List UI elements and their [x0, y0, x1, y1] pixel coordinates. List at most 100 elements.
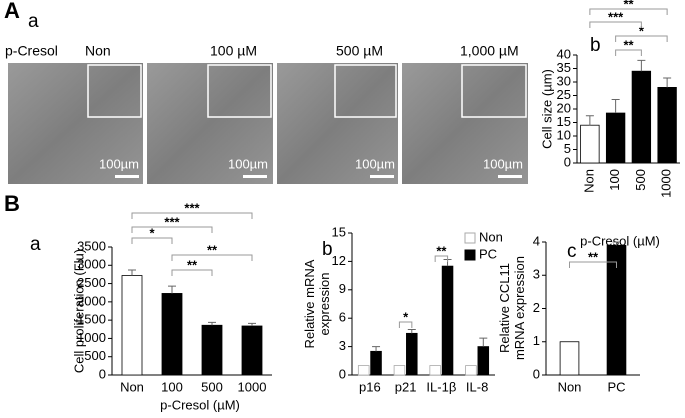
y-tick-label: 15 — [557, 114, 571, 129]
scale-bar — [243, 175, 267, 178]
y-tick-label: 3500 — [77, 238, 106, 253]
x-tick-label: p21 — [395, 379, 417, 394]
significance-label: * — [403, 309, 409, 324]
bar — [393, 365, 406, 376]
x-tick-label: 500 — [201, 379, 223, 394]
y-axis-label: Relative CCL11 — [497, 263, 512, 353]
y-tick-label: 6 — [339, 310, 346, 325]
micrographs — [8, 63, 528, 184]
significance-label: * — [149, 225, 155, 240]
inset — [461, 64, 527, 118]
bar — [605, 112, 626, 164]
x-axis-label: p-Cresol (µM) — [580, 233, 660, 248]
bar — [465, 365, 477, 376]
y-tick-label: 10 — [557, 127, 571, 142]
bar — [121, 275, 143, 376]
image-label: Non — [85, 43, 111, 59]
scale-bar — [370, 175, 394, 178]
x-tick-label: 100 — [161, 379, 183, 394]
x-tick-label: p16 — [359, 379, 381, 394]
y-tick-label: 0 — [533, 366, 540, 381]
panel-label: B — [4, 191, 20, 216]
x-tick-label: Non — [558, 379, 582, 394]
significance-bracket — [131, 226, 213, 233]
error-bar — [208, 321, 216, 326]
panel-label: b — [322, 239, 333, 260]
significance-bracket — [171, 269, 213, 276]
y-tick-label: 5 — [564, 141, 571, 156]
y-tick-label: 3 — [533, 267, 540, 282]
significance-bracket — [398, 321, 413, 328]
image-label: 1,000 µM — [460, 43, 519, 59]
bar — [161, 293, 183, 376]
scale-bar-label: 100µm — [355, 156, 395, 171]
y-tick-label: 0 — [99, 366, 106, 381]
panel-label: c — [567, 241, 577, 262]
y-tick-label: 3 — [339, 338, 346, 353]
significance-bracket — [131, 212, 253, 219]
scale-bar-label: 100µm — [483, 156, 523, 171]
significance-label: ** — [436, 243, 447, 258]
bar — [370, 350, 382, 376]
bar — [241, 325, 263, 376]
bar — [559, 341, 580, 376]
micrograph — [277, 63, 398, 184]
y-tick-label: 2 — [533, 300, 540, 315]
significance-label: ** — [623, 37, 634, 52]
image-label: 500 µM — [336, 43, 383, 59]
x-tick-label: 100 — [607, 169, 622, 191]
error-bar — [637, 59, 646, 72]
legend-swatch — [464, 249, 476, 261]
significance-label: ** — [187, 257, 198, 272]
significance-bracket — [434, 255, 449, 262]
significance-bracket — [589, 8, 668, 15]
significance-label: *** — [164, 214, 180, 229]
bar — [477, 346, 490, 376]
micrograph — [402, 63, 528, 184]
micrograph — [8, 63, 143, 184]
panel-label: b — [590, 35, 601, 56]
y-tick-label: 1500 — [77, 312, 106, 327]
error-bar — [372, 346, 381, 352]
significance-bracket — [589, 21, 642, 28]
significance-bracket — [131, 237, 173, 244]
error-bar — [479, 337, 488, 347]
x-tick-label: PC — [607, 379, 625, 394]
significance-label: *** — [608, 9, 624, 24]
row-label: p-Cresol — [5, 43, 58, 59]
scale-bar — [115, 175, 139, 178]
panel-label: a — [30, 234, 41, 255]
y-tick-label: 3000 — [77, 257, 106, 272]
y-tick-label: 15 — [332, 224, 346, 239]
x-tick-label: IL-8 — [466, 379, 488, 394]
error-bar — [611, 99, 620, 114]
scale-bar-label: 100µm — [99, 156, 139, 171]
bar — [357, 365, 370, 376]
y-tick-label: 1000 — [77, 330, 106, 345]
significance-bracket — [615, 35, 668, 42]
y-tick-label: 30 — [557, 73, 571, 88]
bar — [580, 124, 600, 164]
y-tick-label: 0 — [564, 154, 571, 169]
y-tick-label: 4 — [533, 233, 540, 248]
y-tick-label: 2000 — [77, 293, 106, 308]
scale-bar — [498, 175, 522, 178]
significance-label: ** — [588, 249, 599, 264]
y-tick-label: 500 — [84, 348, 106, 363]
x-tick-label: 1000 — [238, 379, 267, 394]
y-tick-label: 0 — [339, 366, 346, 381]
y-axis-label: mRNA expression — [512, 256, 527, 360]
inset — [334, 64, 397, 118]
significance-bracket — [615, 49, 642, 56]
error-bar — [663, 77, 672, 88]
significance-label: ** — [207, 242, 218, 257]
significance-bracket — [569, 261, 617, 268]
x-tick-label: Non — [581, 169, 596, 193]
legend-label: Non — [479, 229, 503, 244]
significance-label: *** — [184, 200, 200, 215]
inset — [87, 64, 142, 118]
panel-label: A — [4, 0, 20, 23]
y-axis-label: Cell proliferation (Flu) — [71, 249, 86, 373]
bar — [631, 70, 652, 164]
y-tick-label: 40 — [557, 46, 571, 61]
